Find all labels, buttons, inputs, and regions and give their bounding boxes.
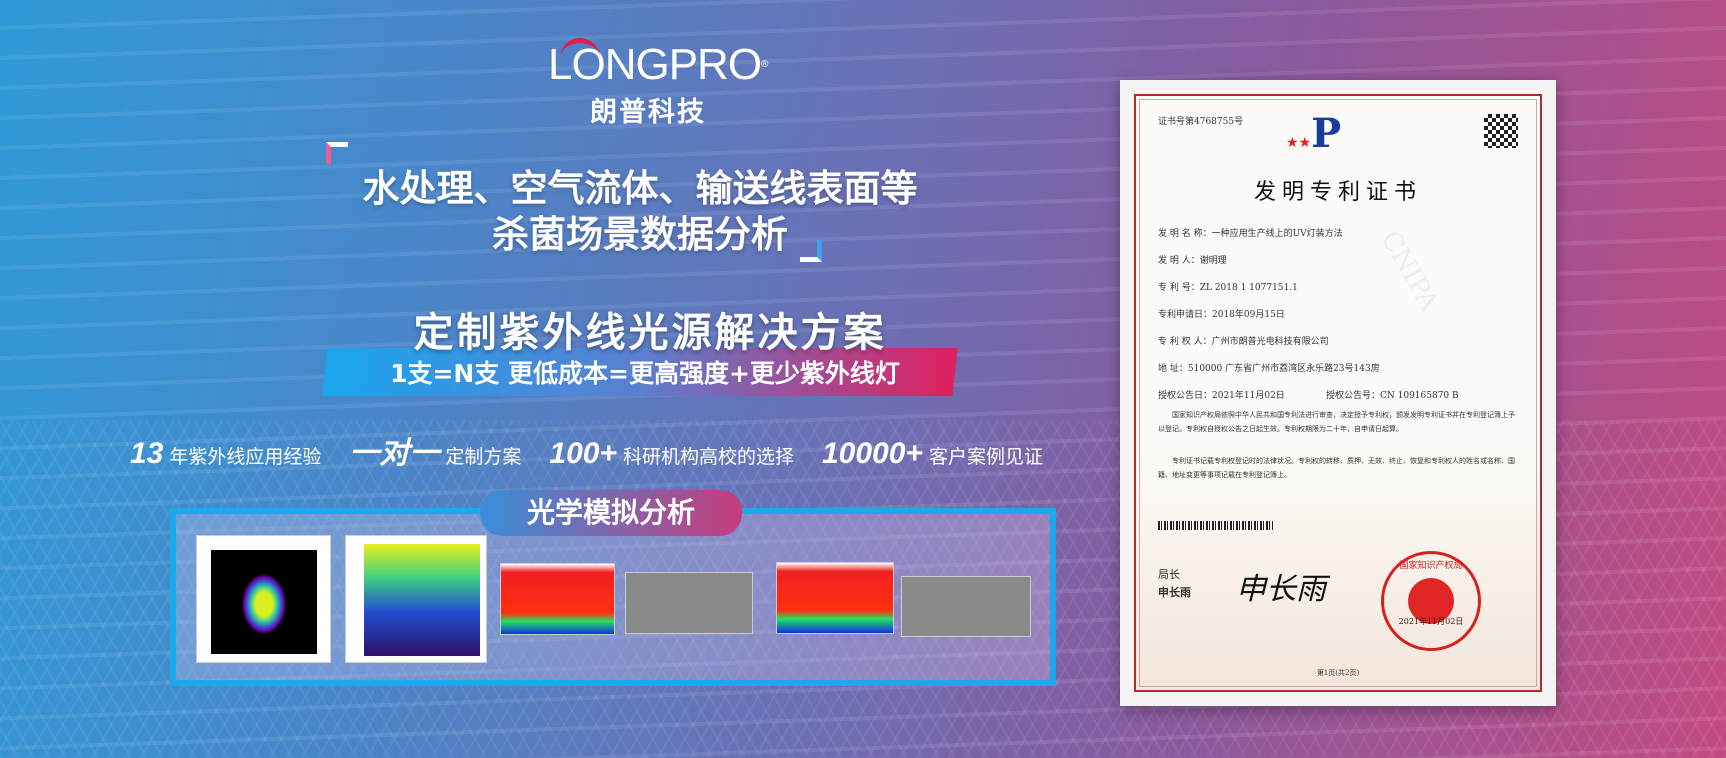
official-seal: 国家知识产权局 2021年11月02日 [1381,551,1481,651]
signer-title: 局长 [1158,568,1180,581]
stat-label: 年紫外线应用经验 [169,446,322,468]
qr-code-icon [1484,114,1518,148]
stat-label: 科研机构高校的选择 [622,446,794,468]
simulation-legend-2 [901,576,1031,637]
cert-field: 专利申请日：2018年09月15日 [1158,310,1285,320]
left-bracket-icon [326,142,348,164]
cert-title: 发明专利证书 [1253,180,1422,205]
patent-certificate: 证书号第4768755号 ★★P 发明专利证书 发 明 名 称：一种应用生产线上… [1120,80,1556,706]
logo-arc-icon [560,38,600,58]
cert-field: 专 利 权 人：广州市朗普光电科技有限公司 [1158,337,1329,347]
headline-line1: 水处理、空气流体、输送线表面等 [362,167,918,210]
simulation-image-spread [345,535,487,663]
longpro-logo: LONGPRO® 朗普科技 [548,38,768,128]
cert-body-2: 专利证书记载专利权登记时的法律状况。专利权的转移、质押、无效、终止、恢复和专利权… [1158,457,1515,479]
cert-field: 发 明 名 称：一种应用生产线上的UV灯装方法 [1158,229,1343,239]
optics-title: 光学模拟分析 [480,490,742,536]
signature: 申长雨 [1236,572,1326,607]
solution-title: 定制紫外线光源解决方案 [413,310,887,356]
cert-field: 发 明 人：谢明理 [1158,256,1227,266]
logo-cn: 朗普科技 [590,97,706,128]
stat-label: 客户案例见证 [928,446,1043,468]
simulation-heatmap-2 [776,562,894,634]
stat-label: 定制方案 [445,446,522,468]
cnipa-watermark: CNIPA [1374,225,1445,317]
cert-page: 第1页(共2页) [1316,669,1360,677]
stat-value: 100+ [549,437,617,470]
solution-subtitle: 1支=N支 更低成本=更高强度+更少紫外线灯 [390,359,900,388]
right-bracket-icon [800,240,822,262]
cnipa-logo-icon: ★★P [1286,110,1342,157]
simulation-heatmap-1 [500,563,615,635]
stats-row: 13 年紫外线应用经验 一对一 定制方案 100+ 科研机构高校的选择 10000+ 客… [130,428,1065,472]
cert-field: 专 利 号：ZL 2018 1 1077151.1 [1158,283,1298,293]
seal-date: 2021年11月02日 [1398,617,1464,626]
stat-value: 10000+ [822,437,923,470]
cert-body-1: 国家知识产权局依照中华人民共和国专利法进行审查，决定授予专利权，颁发发明专利证书… [1158,411,1515,433]
headline-line2: 杀菌场景数据分析 [492,213,788,256]
cert-number: 证书号第4768755号 [1158,117,1244,127]
signer-name: 申长雨 [1158,586,1191,599]
seal-text: 国家知识产权局 [1399,561,1463,571]
simulation-image-spot [196,535,331,663]
stat-value: 13 [130,437,164,470]
simulation-legend-1 [625,572,753,634]
cert-grant-date: 授权公告日：2021年11月02日 [1158,391,1285,401]
cert-grant-no: 授权公告号：CN 109165870 B [1326,391,1459,401]
barcode-icon [1158,521,1273,530]
stat-value: 一对一 [349,437,440,470]
cert-field: 地 址：510000 广东省广州市荔湾区永乐路23号143房 [1158,364,1380,374]
